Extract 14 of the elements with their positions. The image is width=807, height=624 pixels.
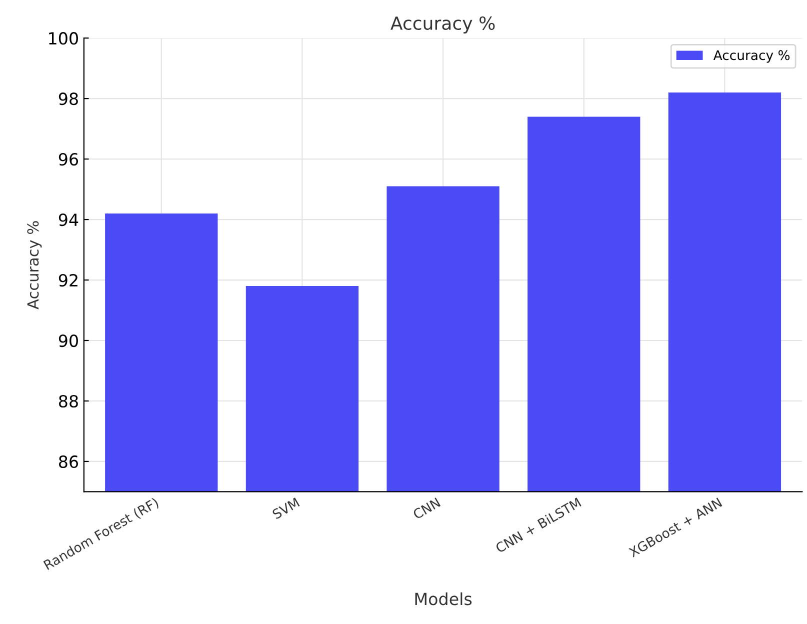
y-tick-label: 98 bbox=[58, 92, 78, 106]
y-tick-label: 88 bbox=[58, 394, 78, 408]
y-tick-label: 90 bbox=[58, 334, 78, 348]
y-tick-label: 94 bbox=[58, 213, 78, 226]
y-tick-label: 92 bbox=[58, 274, 78, 287]
y-axis-title: Accuracy % bbox=[27, 221, 42, 310]
y-tick-label: 100 bbox=[49, 32, 78, 45]
x-tick-label: SVM bbox=[272, 497, 300, 520]
y-tick-label: 96 bbox=[58, 153, 78, 166]
x-tick-label: CNN bbox=[412, 497, 441, 520]
chart-title: Accuracy % bbox=[390, 16, 495, 34]
legend-label: Accuracy % bbox=[713, 50, 790, 63]
x-axis-title: Models bbox=[415, 592, 472, 606]
y-tick-label: 86 bbox=[58, 455, 78, 468]
